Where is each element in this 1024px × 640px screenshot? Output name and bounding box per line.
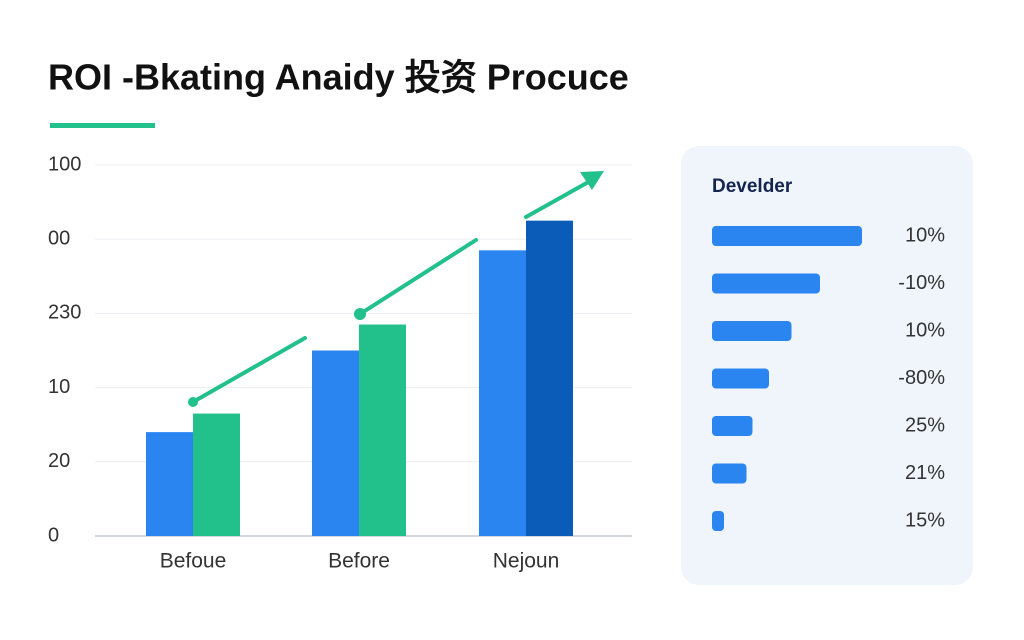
- y-tick-label: 00: [48, 227, 70, 249]
- y-tick-label: 20: [48, 450, 70, 472]
- panel-label: 10%: [905, 224, 945, 246]
- trend-segment: [524, 178, 594, 219]
- chart-title: ROI -Bkating Anaidy 投资 Procuce: [48, 57, 629, 98]
- bar: [312, 350, 359, 536]
- panel-label: 25%: [905, 414, 945, 436]
- bar: [359, 324, 406, 536]
- x-tick-label: Before: [328, 550, 390, 573]
- side-panel: [681, 146, 973, 585]
- x-tick-label: Befoue: [160, 550, 227, 573]
- panel-bar: [712, 226, 862, 246]
- bar: [193, 413, 240, 536]
- bar: [526, 220, 573, 536]
- panel-label: 10%: [905, 319, 945, 341]
- panel-label: 15%: [905, 509, 945, 531]
- trend-dot: [188, 397, 198, 407]
- title-underline: [50, 123, 155, 128]
- panel-bar: [712, 321, 792, 341]
- y-tick-label: 10: [48, 376, 70, 398]
- y-tick-label: 0: [48, 524, 59, 546]
- trend-segment: [191, 336, 307, 404]
- panel-label: -10%: [898, 272, 945, 294]
- trend-segment: [358, 238, 478, 316]
- bar: [479, 250, 526, 536]
- panel-bar: [712, 463, 747, 484]
- trend-arrow: [191, 178, 594, 404]
- trend-dot: [354, 308, 366, 320]
- panel-bar: [712, 368, 769, 389]
- y-tick-label: 100: [48, 153, 81, 175]
- bar: [146, 432, 193, 536]
- panel-label: -80%: [898, 367, 945, 389]
- x-tick-label: Nejoun: [493, 550, 560, 573]
- panel-bar: [712, 511, 724, 531]
- panel-label: 21%: [905, 462, 945, 484]
- panel-title: Develder: [712, 176, 793, 197]
- y-tick-label: 230: [48, 302, 81, 324]
- panel-bar: [712, 416, 753, 436]
- trend-arrowhead: [580, 171, 604, 190]
- panel-bar: [712, 273, 820, 294]
